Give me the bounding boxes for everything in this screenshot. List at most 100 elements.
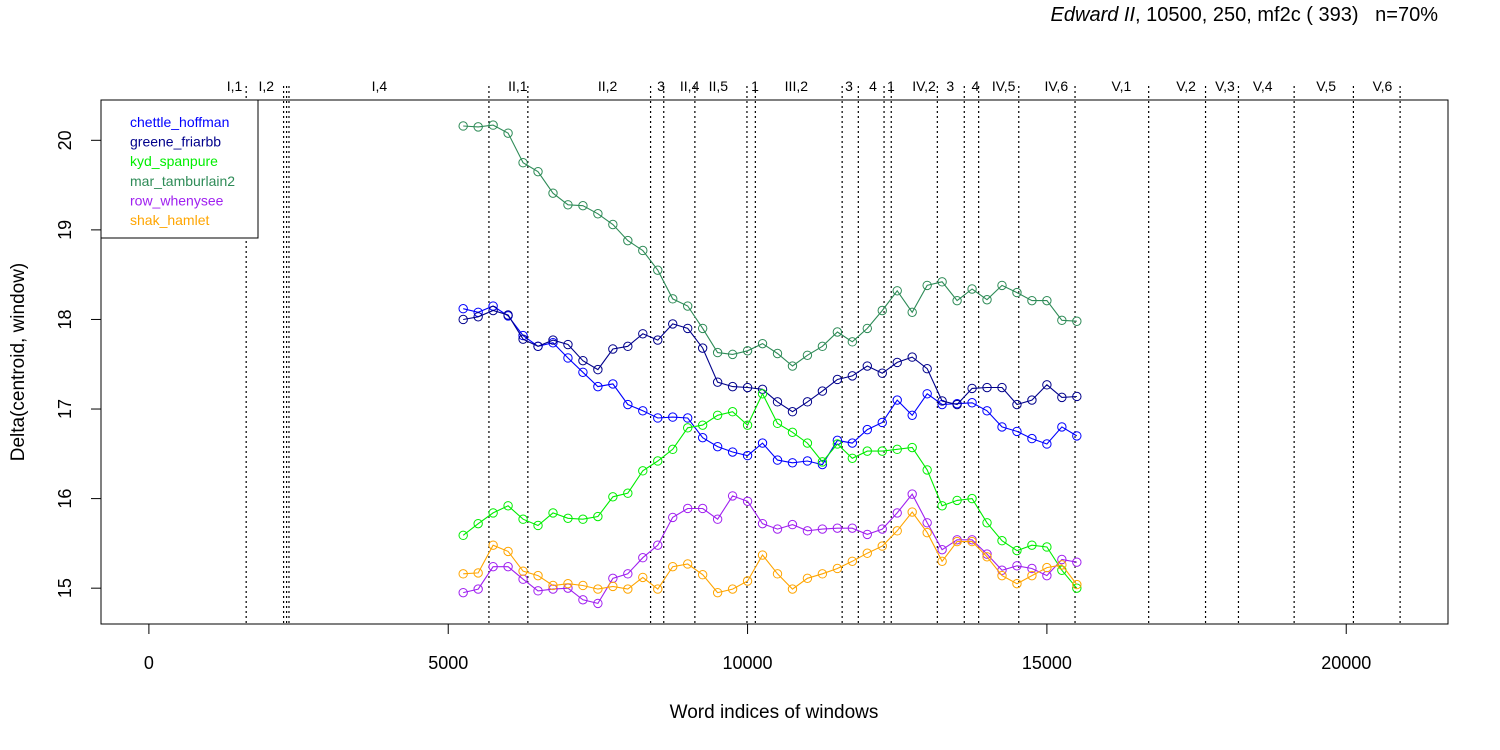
data-point-shak_hamlet-23 xyxy=(802,573,813,584)
scene-marker-label-22: V,3 xyxy=(1215,78,1235,94)
data-point-kyd_spanpure-14 xyxy=(668,444,678,455)
data-point-shak_hamlet-36 xyxy=(997,570,1007,581)
scene-marker-label-7: 3 xyxy=(657,78,665,94)
data-point-chettle_hoffman-8 xyxy=(578,367,588,378)
data-point-greene_friarbb-17 xyxy=(712,377,723,387)
data-point-mar_tamburlain2-37 xyxy=(1012,287,1022,298)
scene-marker-label-21: V,2 xyxy=(1176,78,1196,94)
series-line-mar_tamburlain2 xyxy=(463,124,1077,367)
data-point-shak_hamlet-19 xyxy=(742,576,753,586)
data-point-mar_tamburlain2-23 xyxy=(802,350,813,360)
x-tick-label-1: 5000 xyxy=(428,653,468,673)
series-line-shak_hamlet xyxy=(463,511,1078,594)
data-point-chettle_hoffman-16 xyxy=(697,432,708,443)
data-point-chettle_hoffman-19 xyxy=(742,450,753,461)
data-point-shak_hamlet-17 xyxy=(712,587,723,598)
chart-title-params: , 10500, 250, mf2c ( 393) n=70% xyxy=(1135,4,1438,26)
data-point-shak_hamlet-32 xyxy=(937,556,947,566)
data-point-mar_tamburlain2-29 xyxy=(892,286,902,296)
data-point-row_whenysee-41 xyxy=(1072,557,1082,567)
data-point-row_whenysee-1 xyxy=(473,584,483,594)
data-point-mar_tamburlain2-35 xyxy=(982,295,992,305)
y-tick-label-2: 17 xyxy=(55,399,75,419)
data-point-row_whenysee-11 xyxy=(623,569,633,579)
scene-marker-label-14: 1 xyxy=(887,78,895,94)
data-point-chettle_hoffman-15 xyxy=(682,413,693,423)
data-point-kyd_spanpure-35 xyxy=(982,518,992,528)
legend-entry-mar_tamburlain2: mar_tamburlain2 xyxy=(130,173,235,189)
data-point-kyd_spanpure-10 xyxy=(608,492,618,502)
data-point-shak_hamlet-22 xyxy=(787,584,798,594)
data-point-greene_friarbb-18 xyxy=(727,381,738,392)
data-point-kyd_spanpure-3 xyxy=(503,501,513,511)
data-point-mar_tamburlain2-19 xyxy=(742,346,753,356)
y-tick-label-5: 20 xyxy=(55,130,75,150)
data-point-chettle_hoffman-17 xyxy=(712,441,723,452)
scene-marker-label-0: I,1 xyxy=(227,78,243,94)
data-point-row_whenysee-24 xyxy=(817,524,828,534)
data-point-kyd_spanpure-24 xyxy=(817,457,828,467)
data-point-shak_hamlet-13 xyxy=(653,584,663,594)
series-greene_friarbb xyxy=(458,305,1082,417)
data-point-kyd_spanpure-21 xyxy=(772,418,783,429)
data-point-shak_hamlet-30 xyxy=(907,507,917,517)
legend-entry-kyd_spanpure: kyd_spanpure xyxy=(130,153,218,169)
x-tick-label-2: 10000 xyxy=(723,653,773,673)
scene-marker-label-24: V,5 xyxy=(1316,78,1336,94)
data-point-mar_tamburlain2-32 xyxy=(937,277,947,287)
data-point-mar_tamburlain2-22 xyxy=(787,361,798,371)
data-point-greene_friarbb-29 xyxy=(892,357,902,368)
data-point-mar_tamburlain2-40 xyxy=(1057,315,1067,326)
data-point-greene_friarbb-11 xyxy=(623,341,633,352)
data-point-chettle_hoffman-10 xyxy=(608,379,618,389)
data-point-row_whenysee-13 xyxy=(653,540,663,550)
data-point-mar_tamburlain2-11 xyxy=(623,235,633,246)
data-point-chettle_hoffman-38 xyxy=(1027,433,1037,444)
data-point-greene_friarbb-41 xyxy=(1072,391,1082,402)
scene-marker-label-20: V,1 xyxy=(1112,78,1132,94)
data-point-greene_friarbb-2 xyxy=(488,305,498,316)
data-point-greene_friarbb-25 xyxy=(832,374,843,385)
data-point-row_whenysee-16 xyxy=(697,503,708,514)
data-point-shak_hamlet-40 xyxy=(1057,560,1067,570)
data-point-greene_friarbb-31 xyxy=(922,364,932,374)
data-point-kyd_spanpure-19 xyxy=(742,420,753,430)
data-point-greene_friarbb-40 xyxy=(1057,392,1067,403)
data-point-row_whenysee-22 xyxy=(787,519,798,530)
data-point-shak_hamlet-39 xyxy=(1042,562,1052,573)
data-point-shak_hamlet-11 xyxy=(623,584,633,594)
data-point-mar_tamburlain2-8 xyxy=(578,200,588,211)
data-point-greene_friarbb-5 xyxy=(533,341,543,352)
scene-marker-label-9: II,5 xyxy=(709,78,729,94)
data-point-greene_friarbb-28 xyxy=(877,368,887,378)
data-point-greene_friarbb-16 xyxy=(697,343,708,353)
data-point-kyd_spanpure-22 xyxy=(787,427,798,438)
data-point-row_whenysee-17 xyxy=(712,514,723,524)
scene-marker-label-16: 3 xyxy=(946,78,954,94)
x-axis-label: Word indices of windows xyxy=(670,702,879,723)
data-point-mar_tamburlain2-18 xyxy=(727,349,738,360)
data-point-mar_tamburlain2-4 xyxy=(518,158,528,168)
data-point-kyd_spanpure-25 xyxy=(832,439,843,449)
data-point-shak_hamlet-2 xyxy=(488,540,498,550)
data-point-greene_friarbb-27 xyxy=(862,361,872,371)
scene-marker-label-19: IV,6 xyxy=(1044,78,1068,94)
data-point-shak_hamlet-16 xyxy=(697,570,708,580)
data-point-chettle_hoffman-0 xyxy=(458,304,468,314)
data-point-chettle_hoffman-7 xyxy=(563,353,573,363)
data-point-mar_tamburlain2-31 xyxy=(922,280,932,291)
data-point-chettle_hoffman-22 xyxy=(787,458,798,468)
legend-entry-shak_hamlet: shak_hamlet xyxy=(130,212,209,228)
legend-entry-row_whenysee: row_whenysee xyxy=(130,192,224,208)
data-point-mar_tamburlain2-6 xyxy=(548,188,558,198)
data-point-chettle_hoffman-28 xyxy=(877,417,887,428)
data-point-kyd_spanpure-29 xyxy=(892,444,902,455)
data-point-mar_tamburlain2-5 xyxy=(533,166,543,177)
data-point-row_whenysee-14 xyxy=(668,512,678,523)
data-point-shak_hamlet-38 xyxy=(1027,570,1037,581)
data-point-kyd_spanpure-18 xyxy=(727,407,738,417)
scene-marker-label-10: 1 xyxy=(751,78,759,94)
data-point-mar_tamburlain2-39 xyxy=(1042,295,1052,306)
data-point-row_whenysee-19 xyxy=(742,496,753,506)
